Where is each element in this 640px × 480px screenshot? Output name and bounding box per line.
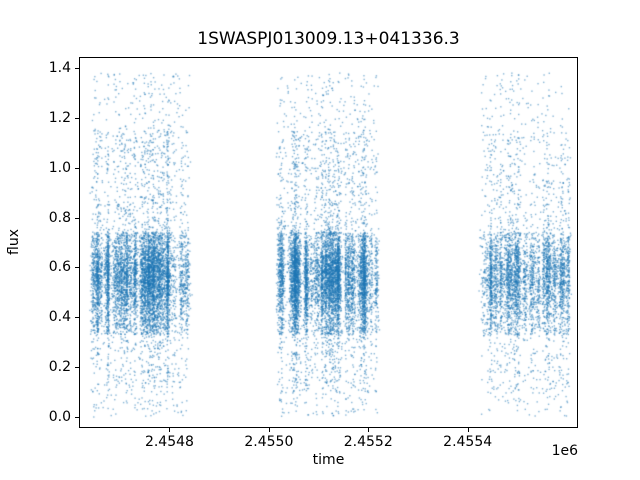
y-tick-mark bbox=[75, 267, 79, 269]
y-axis-label: flux bbox=[6, 229, 22, 255]
y-tick-label: 1.0 bbox=[48, 159, 71, 176]
x-tick-label: 2.4552 bbox=[343, 434, 393, 450]
y-tick-mark bbox=[75, 67, 79, 69]
y-tick-mark bbox=[75, 117, 79, 119]
y-tick-label: 0.2 bbox=[48, 359, 71, 376]
y-tick-label: 1.2 bbox=[48, 109, 71, 126]
scatter-points-canvas bbox=[80, 58, 577, 427]
chart-title: 1SWASPJ013009.13+041336.3 bbox=[197, 29, 460, 49]
y-tick-label: 0.6 bbox=[48, 259, 71, 276]
x-axis-offset-label: 1e6 bbox=[551, 443, 578, 459]
plot-area bbox=[79, 57, 578, 428]
y-tick-label: 1.4 bbox=[48, 59, 71, 76]
x-tick-mark bbox=[467, 428, 469, 432]
y-tick-mark bbox=[75, 367, 79, 369]
y-tick-label: 0.4 bbox=[48, 309, 71, 326]
x-tick-mark bbox=[268, 428, 270, 432]
y-tick-label: 0.0 bbox=[48, 409, 71, 426]
x-tick-label: 2.4550 bbox=[244, 434, 294, 450]
x-tick-mark bbox=[169, 428, 171, 432]
x-tick-label: 2.4548 bbox=[144, 434, 194, 450]
y-tick-mark bbox=[75, 167, 79, 169]
x-tick-label: 2.4554 bbox=[443, 434, 493, 450]
y-tick-label: 0.8 bbox=[48, 209, 71, 226]
x-tick-mark bbox=[368, 428, 370, 432]
x-axis-label: time bbox=[312, 452, 345, 468]
y-tick-mark bbox=[75, 417, 79, 419]
y-tick-mark bbox=[75, 317, 79, 319]
y-tick-mark bbox=[75, 217, 79, 219]
